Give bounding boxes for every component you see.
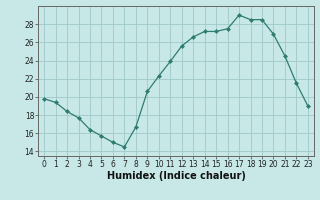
X-axis label: Humidex (Indice chaleur): Humidex (Indice chaleur)	[107, 171, 245, 181]
